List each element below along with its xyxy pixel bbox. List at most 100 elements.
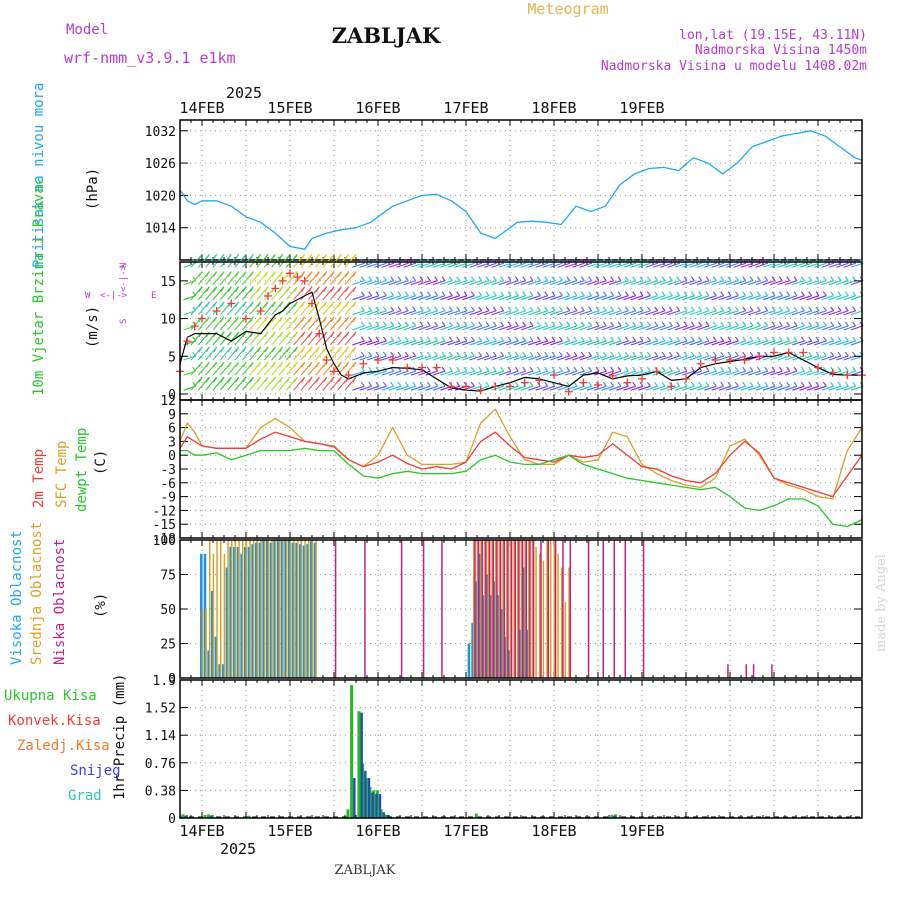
wind-barb [689,340,702,346]
wind-barb [279,376,284,383]
wind-barb [432,280,446,286]
wind-barb [764,321,769,327]
wind-barb [544,381,549,387]
wind-barb [308,286,313,292]
wind-barb [410,340,424,346]
wind-barb [668,336,673,342]
wind-barb [645,295,658,301]
wind-barb [434,291,439,297]
wind-barb [426,381,431,387]
wind-barb [551,291,556,297]
wind-barb [330,253,335,260]
wind-barb [579,325,592,331]
wind-barb [828,280,842,286]
wind-barb [227,316,232,323]
wind-barb [374,295,387,301]
y-tick-label: 75 [160,569,176,584]
wind-barb [476,280,490,286]
snow-bar [360,712,363,818]
wind-barb [271,316,276,323]
wind-barb [668,321,673,327]
wind-barb [249,286,254,292]
wind-barb [586,325,600,331]
wind-barb [535,340,548,346]
wind-barb [448,306,453,312]
wind-barb [412,306,417,312]
wind-barb [485,291,490,297]
wind-barb [440,340,453,346]
wind-barb [359,280,372,286]
wind-barb [572,262,585,268]
cloud-high-bar [240,553,243,678]
wind-barb [412,351,417,357]
wind-barb [792,280,805,286]
wind-barb [308,361,313,368]
wind-barb [843,355,856,361]
wind-barb [784,385,798,391]
wind-barb [492,351,497,357]
wind-barb [271,301,276,308]
wind-barb [388,370,402,376]
wind-barb [850,262,864,268]
wind-barb [528,325,541,331]
wind-barb [213,301,218,308]
wind-barb [528,280,541,286]
wind-barb [507,276,512,281]
wind-barb [454,325,468,331]
wind-barb [447,310,460,316]
wind-barb [484,295,497,301]
wind-barb [448,366,453,372]
wind-barb [784,340,798,346]
wind-barb [676,306,681,312]
wind-barb [822,366,827,372]
wind-barb [786,306,791,312]
cloud-high-bar [489,595,493,678]
wind-barb [359,385,372,391]
rain-total-bar [181,814,185,818]
wind-barb [727,366,732,372]
cloud-high-bar [295,542,298,678]
wind-barb [513,385,526,391]
wind-barb [213,316,218,323]
wind-barb [734,276,739,281]
wind-barb [630,325,644,331]
wind-barb [448,321,453,327]
wind-barb [616,385,629,391]
wind-barb [786,276,791,281]
wind-barb [337,331,342,338]
wind-barb [198,376,203,383]
wind-barb [718,262,732,268]
wind-barb [601,310,614,316]
snow-bar [371,792,374,818]
wind-barb [696,310,710,316]
wind-barb [227,331,232,338]
wind-barb [770,355,783,361]
wind-barb [601,370,614,376]
wind-barb [522,276,527,281]
wind-barb [470,336,475,342]
wind-barb [213,271,218,277]
wind-barb [520,370,534,376]
wind-barb [718,310,732,316]
wind-barb [601,280,614,286]
wind-barb [616,295,629,301]
wind-barb [330,346,335,353]
wind-barb [690,351,695,357]
wind-barb [638,310,651,316]
temp-2m-line [179,431,863,498]
wind-barb [843,262,856,268]
cloud-high-bar [288,540,291,678]
wind-barb [470,276,475,281]
wind-barb [815,276,820,281]
wind-barb [771,336,776,342]
wind-barb [623,280,636,286]
wind-barb [514,366,519,372]
wind-barb [418,280,431,286]
cloud-high-bar [258,542,262,678]
wind-barb [799,310,812,316]
wind-barb [718,295,732,301]
wind-barb [434,306,439,312]
cloud-high-bar [482,595,485,678]
cloud-high-bar [207,650,210,678]
wind-barb [498,325,512,331]
